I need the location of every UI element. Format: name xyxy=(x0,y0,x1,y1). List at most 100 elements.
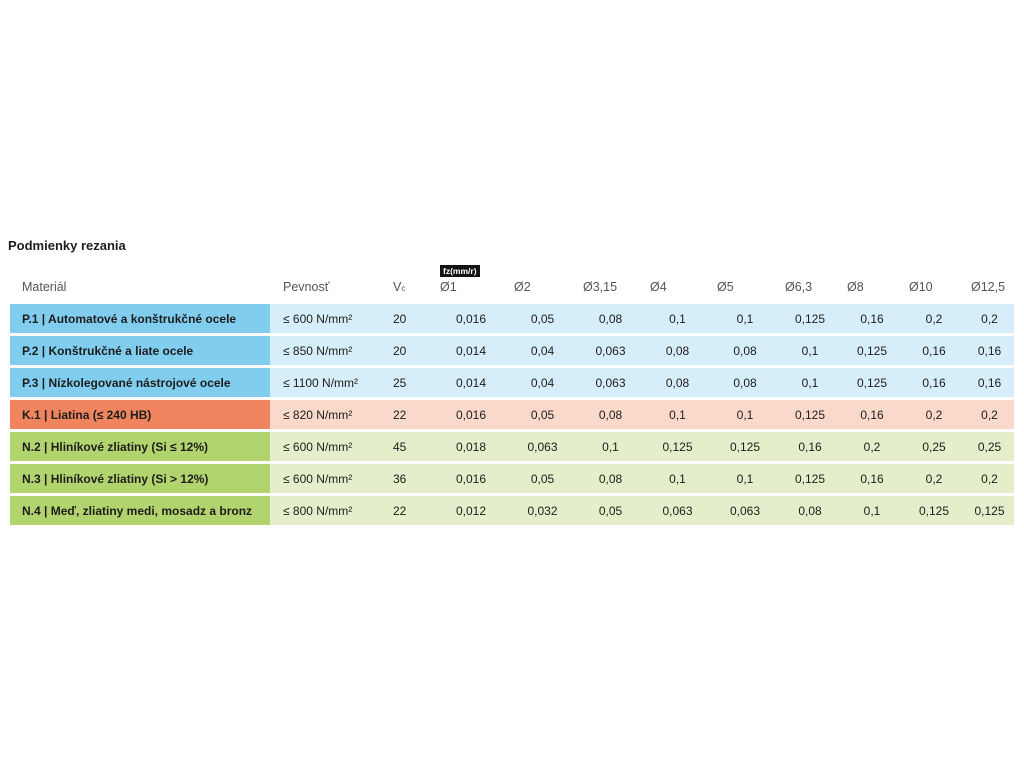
feed-value-cell: 0,1 xyxy=(736,471,754,486)
column-header-strength: Pevnosť xyxy=(283,279,330,294)
feed-value-cell: 0,1 xyxy=(669,311,686,326)
feed-value-cell: 0,125 xyxy=(794,407,826,422)
feed-value-cell: 0,16 xyxy=(860,471,884,486)
feed-value-cell: 0,08 xyxy=(733,343,757,358)
feed-value-cell: 0,1 xyxy=(863,503,881,518)
feed-value-cell: 0,08 xyxy=(798,503,822,518)
feed-value-cell: 0,063 xyxy=(662,503,693,518)
feed-value-cell: 0,08 xyxy=(598,311,623,326)
feed-value-cell: 0,125 xyxy=(856,343,888,358)
feed-value-cell: 0,125 xyxy=(794,471,826,486)
feed-value-cell: 0,016 xyxy=(455,407,487,422)
vc-cell: 22 xyxy=(393,407,407,422)
feed-value-cell: 0,125 xyxy=(794,311,826,326)
column-header-diameter-4: Ø4 xyxy=(650,279,667,294)
table-row: K.1 | Liatina (≤ 240 HB) ≤ 820 N/mm² 22 … xyxy=(10,400,1014,429)
feed-value-cell: 0,1 xyxy=(669,471,686,486)
vc-cell: 20 xyxy=(393,311,407,326)
strength-cell: ≤ 600 N/mm² xyxy=(283,439,353,454)
feed-value-cell: 0,2 xyxy=(981,471,998,486)
feed-value-cell: 0,08 xyxy=(665,375,690,390)
table-row: N.4 | Meď, zliatiny medi, mosadz a bronz… xyxy=(10,496,1014,525)
material-cell: N.3 | Hliníkové zliatiny (Si > 12%) xyxy=(10,464,270,493)
column-header-diameter-5: Ø5 xyxy=(717,279,734,294)
feed-value-cell: 0,1 xyxy=(669,407,686,422)
strength-cell: ≤ 1100 N/mm² xyxy=(283,375,359,390)
feed-value-cell: 0,16 xyxy=(977,343,1002,358)
feed-value-cell: 0,1 xyxy=(801,375,819,390)
vc-subscript: c xyxy=(401,284,406,293)
vc-cell: 22 xyxy=(393,503,407,518)
column-header-diameter-7: Ø8 xyxy=(847,279,864,294)
feed-value-cell: 0,1 xyxy=(602,439,619,454)
table-row: P.2 | Konštrukčné a liate ocele ≤ 850 N/… xyxy=(10,336,1014,365)
feed-value-cell: 0,04 xyxy=(530,375,555,390)
table-row: N.3 | Hliníkové zliatiny (Si > 12%) ≤ 60… xyxy=(10,464,1014,493)
column-header-diameter-1: fz(mm/r) Ø1 xyxy=(434,264,508,295)
fz-unit-badge: fz(mm/r) xyxy=(440,264,480,277)
feed-value-cell: 0,125 xyxy=(974,503,1005,518)
feed-value-cell: 0,063 xyxy=(527,439,558,454)
column-header-diameter-3: Ø3,15 xyxy=(583,279,618,294)
feed-value-cell: 0,063 xyxy=(595,343,626,358)
material-cell: K.1 | Liatina (≤ 240 HB) xyxy=(10,400,270,429)
feed-value-cell: 0,2 xyxy=(863,439,881,454)
feed-value-cell: 0,16 xyxy=(922,343,946,358)
feed-value-cell: 0,2 xyxy=(981,311,998,326)
feed-value-cell: 0,16 xyxy=(922,375,946,390)
feed-value-cell: 0,05 xyxy=(530,407,555,422)
diameter-label: Ø1 xyxy=(440,279,457,294)
column-header-diameter-8: Ø10 xyxy=(909,279,933,294)
material-cell: P.3 | Nízkolegované nástrojové ocele xyxy=(10,368,270,397)
feed-value-cell: 0,08 xyxy=(665,343,690,358)
feed-value-cell: 0,2 xyxy=(925,471,943,486)
feed-value-cell: 0,2 xyxy=(981,407,998,422)
feed-value-cell: 0,125 xyxy=(918,503,950,518)
feed-value-cell: 0,1 xyxy=(736,407,754,422)
feed-value-cell: 0,25 xyxy=(922,439,946,454)
feed-value-cell: 0,032 xyxy=(527,503,558,518)
column-header-diameter-6: Ø6,3 xyxy=(785,279,813,294)
feed-value-cell: 0,014 xyxy=(455,375,487,390)
material-cell: P.1 | Automatové a konštrukčné ocele xyxy=(10,304,270,333)
feed-value-cell: 0,05 xyxy=(530,471,555,486)
vc-cell: 36 xyxy=(393,471,407,486)
vc-cell: 45 xyxy=(393,439,407,454)
feed-value-cell: 0,125 xyxy=(662,439,693,454)
strength-cell: ≤ 850 N/mm² xyxy=(283,343,353,358)
feed-value-cell: 0,125 xyxy=(729,439,761,454)
strength-cell: ≤ 600 N/mm² xyxy=(283,471,353,486)
table-row: P.1 | Automatové a konštrukčné ocele ≤ 6… xyxy=(10,304,1014,333)
feed-value-cell: 0,16 xyxy=(860,311,884,326)
feed-value-cell: 0,1 xyxy=(801,343,819,358)
feed-value-cell: 0,08 xyxy=(733,375,757,390)
feed-value-cell: 0,25 xyxy=(977,439,1002,454)
column-header-diameter-2: Ø2 xyxy=(514,279,531,294)
feed-value-cell: 0,05 xyxy=(530,311,555,326)
feed-value-cell: 0,063 xyxy=(595,375,626,390)
strength-cell: ≤ 820 N/mm² xyxy=(283,407,353,422)
feed-value-cell: 0,08 xyxy=(598,407,623,422)
feed-value-cell: 0,2 xyxy=(925,407,943,422)
feed-value-cell: 0,018 xyxy=(455,439,487,454)
feed-value-cell: 0,16 xyxy=(798,439,822,454)
feed-value-cell: 0,063 xyxy=(729,503,761,518)
strength-cell: ≤ 800 N/mm² xyxy=(283,503,353,518)
feed-value-cell: 0,2 xyxy=(925,311,943,326)
table-row: P.3 | Nízkolegované nástrojové ocele ≤ 1… xyxy=(10,368,1014,397)
page-title: Podmienky rezania xyxy=(8,238,126,253)
feed-value-cell: 0,1 xyxy=(736,311,754,326)
table-row: N.2 | Hliníkové zliatiny (Si ≤ 12%) ≤ 60… xyxy=(10,432,1014,461)
feed-value-cell: 0,125 xyxy=(856,375,888,390)
material-cell: N.4 | Meď, zliatiny medi, mosadz a bronz xyxy=(10,496,270,525)
strength-cell: ≤ 600 N/mm² xyxy=(283,311,353,326)
feed-value-cell: 0,05 xyxy=(598,503,623,518)
feed-value-cell: 0,08 xyxy=(598,471,623,486)
vc-cell: 25 xyxy=(393,375,407,390)
material-cell: N.2 | Hliníkové zliatiny (Si ≤ 12%) xyxy=(10,432,270,461)
column-header-diameter-9: Ø12,5 xyxy=(971,279,1006,294)
feed-value-cell: 0,16 xyxy=(977,375,1002,390)
